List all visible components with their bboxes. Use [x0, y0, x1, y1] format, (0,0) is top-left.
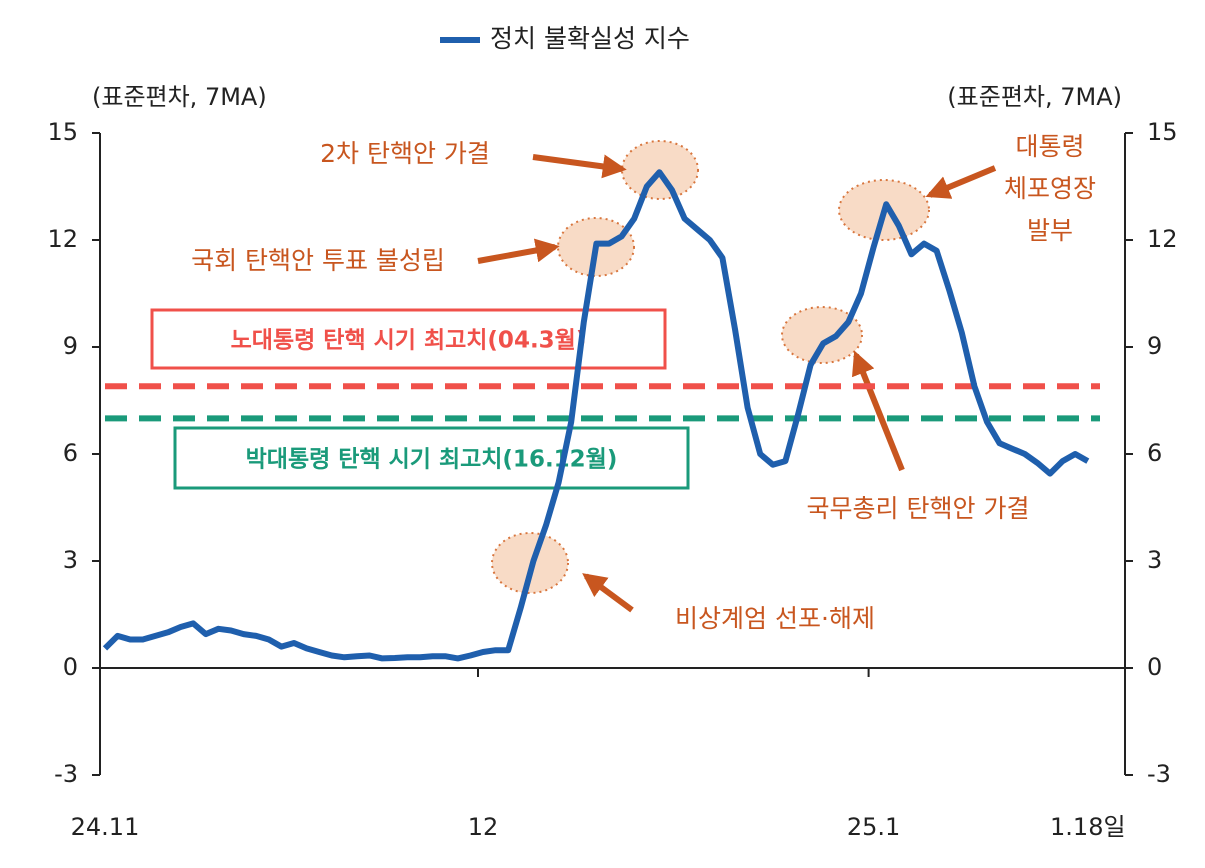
series-line [102, 169, 1090, 662]
y-tick-label: 6 [63, 439, 78, 467]
reference-label-box [173, 426, 690, 490]
x-tick-label: 12 [468, 813, 499, 841]
x-tick-label: 24.11 [71, 813, 140, 841]
annotation: 2차 탄핵안 가결 [320, 139, 490, 168]
y-tick-label: -3 [54, 760, 78, 788]
annotation: 국회 탄핵안 투표 불성립 [191, 246, 445, 275]
x-tick-label: 25.1 [847, 813, 900, 841]
x-tick-label: 1.18일 [1050, 813, 1126, 841]
y2-tick-label: 12 [1147, 225, 1178, 253]
y-tick-label: 9 [63, 332, 78, 360]
annotation: 대통령 [1015, 132, 1084, 161]
y2-tick-label: 0 [1147, 653, 1162, 681]
reference-label: 노대통령 탄핵 시기 최고치(04.3월) [231, 328, 587, 354]
annotation: 비상계엄 선포·해제 [675, 604, 875, 633]
arrow [532, 154, 627, 179]
y-tick-label: 15 [47, 118, 78, 146]
y-tick-label: 0 [63, 653, 78, 681]
y2-tick-label: 6 [1147, 439, 1162, 467]
annotation: 발부 [1027, 216, 1073, 245]
highlight [781, 306, 863, 364]
y-tick-label: 12 [47, 225, 78, 253]
y2-tick-label: 3 [1147, 546, 1162, 574]
annotation: 체포영장 [1004, 174, 1096, 203]
y2-tick-label: -3 [1147, 760, 1171, 788]
arrow [582, 573, 634, 613]
annotation-arrows [477, 154, 997, 613]
legend-label: 정치 불확실성 지수 [490, 24, 690, 53]
arrow [925, 165, 997, 199]
y-tick-label: 3 [63, 546, 78, 574]
reference-label: 박대통령 탄핵 시기 최고치(16.12월) [246, 447, 618, 473]
y-axis-label: (표준편차, 7MA) [92, 83, 267, 111]
y2-tick-label: 9 [1147, 332, 1162, 360]
y2-tick-label: 15 [1147, 118, 1178, 146]
arrow [477, 238, 560, 264]
y2-axis-label: (표준편차, 7MA) [947, 83, 1122, 111]
arrow [851, 350, 905, 472]
annotation: 국무총리 탄핵안 가결 [807, 494, 1030, 523]
